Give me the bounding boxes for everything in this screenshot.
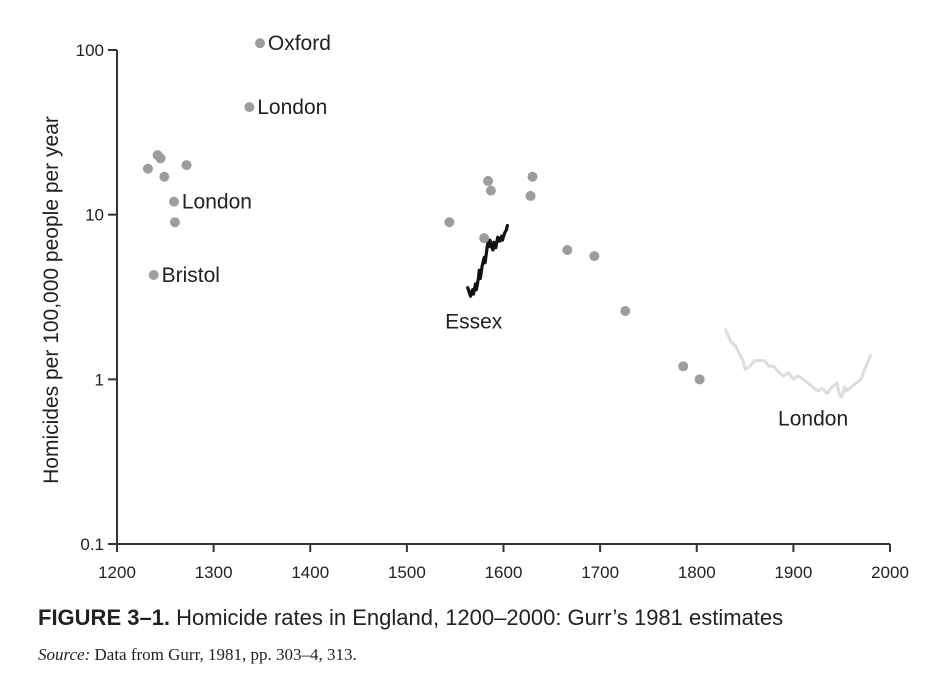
figure-source: Source: Data from Gurr, 1981, pp. 303–4,…	[38, 645, 357, 665]
data-point	[479, 233, 490, 244]
data-point	[244, 102, 255, 113]
y-tick-label: 0.1	[80, 535, 104, 554]
data-point	[620, 306, 631, 317]
data-point	[589, 251, 600, 262]
annotation-label: London	[257, 96, 327, 119]
data-point	[255, 38, 266, 49]
annotation-label: Essex	[445, 310, 503, 333]
x-tick-label: 2000	[871, 563, 909, 582]
series-line-london	[724, 328, 873, 399]
caption-figure-label: FIGURE 3–1.	[38, 605, 171, 630]
y-tick-label: 100	[76, 41, 104, 60]
y-axis-title: Homicides per 100,000 people per year	[40, 116, 63, 484]
data-point	[142, 163, 153, 174]
figure-caption: FIGURE 3–1. Homicide rates in England, 1…	[38, 605, 783, 631]
data-point	[562, 245, 573, 256]
x-tick-label: 1300	[195, 563, 233, 582]
data-point	[169, 217, 180, 228]
data-point	[527, 171, 538, 182]
data-point	[525, 190, 536, 201]
data-point	[148, 270, 159, 281]
x-tick-label: 1500	[388, 563, 426, 582]
annotation-label: Oxford	[268, 32, 331, 55]
annotation-label: Bristol	[162, 264, 220, 287]
y-tick-label: 10	[85, 206, 104, 225]
series-lines	[466, 223, 873, 399]
x-tick-label: 1800	[678, 563, 716, 582]
data-point	[694, 374, 705, 385]
data-point	[155, 153, 166, 164]
data-point	[181, 160, 192, 171]
caption-text: Homicide rates in England, 1200–2000: Gu…	[176, 605, 784, 630]
data-point	[444, 217, 455, 228]
x-tick-label: 1900	[774, 563, 812, 582]
x-tick-label: 1400	[291, 563, 329, 582]
source-text: Data from Gurr, 1981, pp. 303–4, 313.	[94, 645, 357, 664]
source-label: Source:	[38, 645, 91, 664]
data-point	[169, 196, 180, 207]
x-tick-label: 1600	[485, 563, 523, 582]
series-points	[142, 38, 705, 385]
axes: 0.1 1 10 100 1200 1300 1400 1500 1600 1700 1800 190…	[76, 41, 909, 582]
data-point	[159, 171, 170, 182]
annotations: Oxford London London Bristol Essex London	[162, 32, 849, 430]
data-point	[678, 361, 689, 372]
annotation-label: London	[778, 407, 848, 430]
data-point	[485, 185, 496, 196]
x-tick-label: 1700	[581, 563, 619, 582]
x-tick-label: 1200	[98, 563, 136, 582]
y-tick-label: 1	[95, 370, 104, 389]
data-point	[483, 176, 494, 187]
annotation-label: London	[182, 191, 252, 214]
